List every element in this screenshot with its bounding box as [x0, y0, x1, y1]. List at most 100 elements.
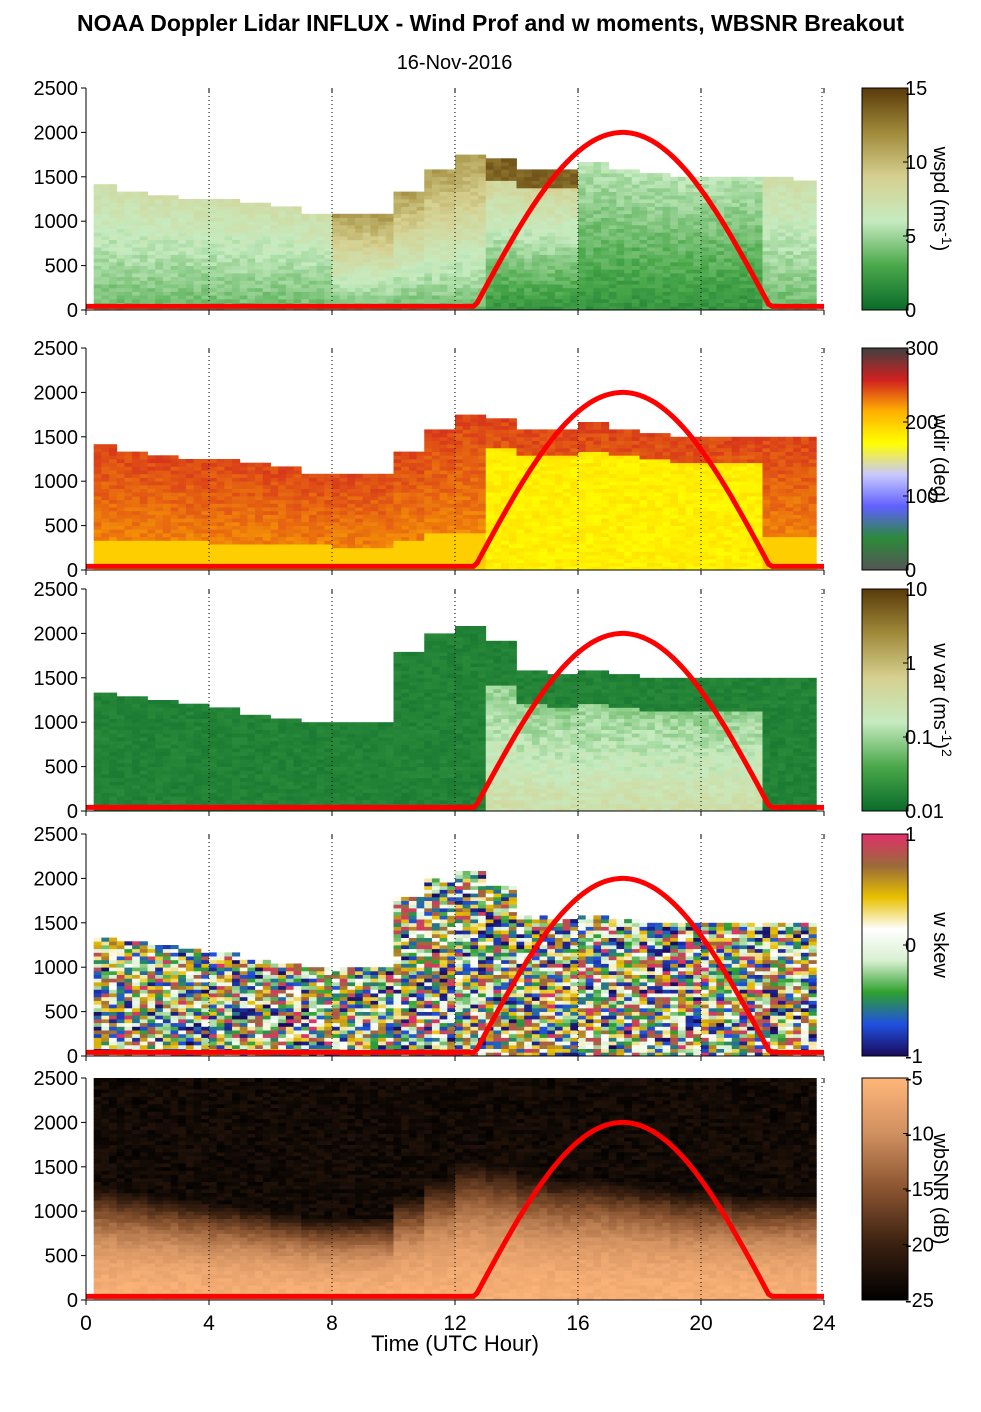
- heatmap-cell: [278, 540, 287, 545]
- heatmap-cell: [147, 269, 156, 274]
- heatmap-cell: [478, 298, 487, 303]
- heatmap-cell: [339, 269, 348, 274]
- heatmap-cell: [93, 470, 102, 475]
- heatmap-cell: [593, 224, 602, 229]
- heatmap-cell: [401, 547, 410, 552]
- heatmap-cell: [508, 261, 517, 266]
- heatmap-cell: [401, 224, 410, 229]
- heatmap-cell: [501, 444, 510, 449]
- heatmap-cell: [808, 284, 817, 289]
- heatmap-cell: [616, 199, 625, 204]
- heatmap-cell: [185, 503, 195, 508]
- heatmap-cell: [93, 521, 102, 526]
- heatmap-cell: [762, 221, 771, 226]
- heatmap-cell: [439, 250, 448, 255]
- heatmap-cell: [516, 206, 525, 211]
- heatmap-cell: [385, 484, 394, 489]
- heatmap-cell: [539, 210, 548, 215]
- heatmap-cell: [493, 477, 502, 482]
- heatmap-cell: [408, 514, 417, 519]
- heatmap-cell: [193, 284, 202, 289]
- heatmap-cell: [516, 551, 525, 556]
- heatmap-cell: [116, 540, 125, 545]
- heatmap-cell: [216, 206, 225, 211]
- heatmap-cell: [255, 236, 264, 241]
- heatmap-cell: [601, 265, 610, 270]
- heatmap-cell: [485, 422, 494, 427]
- heatmap-cell: [193, 514, 202, 519]
- heatmap-cell: [762, 276, 771, 281]
- heatmap-cell: [647, 184, 656, 189]
- heatmap-cell: [424, 558, 433, 563]
- heatmap-cell: [155, 284, 164, 289]
- heatmap-cell: [232, 547, 241, 552]
- heatmap-cell: [401, 298, 410, 303]
- heatmap-cell: [209, 459, 218, 464]
- heatmap-cell: [470, 247, 479, 252]
- heatmap-cell: [278, 466, 287, 471]
- heatmap-cell: [585, 228, 594, 233]
- heatmap-cell: [554, 273, 564, 278]
- heatmap-cell: [416, 536, 425, 541]
- heatmap-cell: [101, 258, 110, 263]
- heatmap-cell: [462, 158, 471, 163]
- heatmap-cell: [239, 555, 248, 560]
- heatmap-cell: [124, 239, 133, 244]
- heatmap-cell: [562, 195, 571, 200]
- heatmap-cell: [124, 484, 133, 489]
- heatmap-cell: [247, 221, 256, 226]
- heatmap-cell: [278, 533, 287, 538]
- heatmap-cell: [232, 499, 241, 504]
- heatmap-cell: [593, 306, 602, 311]
- heatmap-cell: [708, 250, 717, 255]
- heatmap-cell: [770, 217, 779, 222]
- heatmap-cell: [631, 247, 640, 252]
- heatmap-cell: [685, 261, 694, 266]
- heatmap-cell: [370, 473, 379, 478]
- heatmap-cell: [193, 243, 202, 248]
- heatmap-cell: [439, 169, 448, 174]
- heatmap-cell: [339, 518, 348, 523]
- heatmap-cell: [285, 536, 294, 541]
- heatmap-cell: [216, 540, 225, 545]
- heatmap-cell: [470, 470, 479, 475]
- heatmap-cell: [693, 287, 702, 292]
- heatmap-cell: [762, 224, 771, 229]
- heatmap-cell: [93, 284, 102, 289]
- heatmap-cell: [447, 176, 456, 181]
- heatmap-cell: [631, 265, 640, 270]
- heatmap-cell: [224, 202, 233, 207]
- heatmap-cell: [716, 276, 725, 281]
- heatmap-cell: [124, 521, 133, 526]
- heatmap-cell: [593, 280, 602, 285]
- heatmap-cell: [662, 239, 671, 244]
- heatmap-cell: [262, 525, 271, 530]
- heatmap-cell: [209, 510, 218, 515]
- heatmap-cell: [462, 440, 471, 445]
- heatmap-cell: [101, 254, 110, 259]
- heatmap-cell: [324, 254, 333, 259]
- heatmap-cell: [393, 481, 402, 486]
- heatmap-cell: [708, 287, 717, 292]
- heatmap-cell: [255, 210, 264, 215]
- heatmap-cell: [424, 510, 433, 515]
- heatmap-cell: [301, 217, 310, 222]
- heatmap-cell: [593, 184, 602, 189]
- heatmap-cell: [562, 224, 571, 229]
- heatmap-cell: [470, 210, 479, 215]
- heatmap-cell: [693, 232, 702, 237]
- heatmap-cell: [355, 228, 364, 233]
- heatmap-cell: [785, 228, 794, 233]
- heatmap-cell: [170, 232, 179, 237]
- heatmap-cell: [724, 295, 733, 300]
- heatmap-cell: [693, 250, 702, 255]
- heatmap-cell: [747, 291, 756, 296]
- heatmap-cell: [293, 510, 302, 515]
- heatmap-cell: [547, 280, 556, 285]
- heatmap-cell: [670, 302, 679, 307]
- heatmap-cell: [770, 276, 779, 281]
- heatmap-cell: [470, 555, 479, 560]
- heatmap-cell: [285, 273, 294, 278]
- heatmap-cell: [385, 514, 394, 519]
- heatmap-cell: [539, 202, 548, 207]
